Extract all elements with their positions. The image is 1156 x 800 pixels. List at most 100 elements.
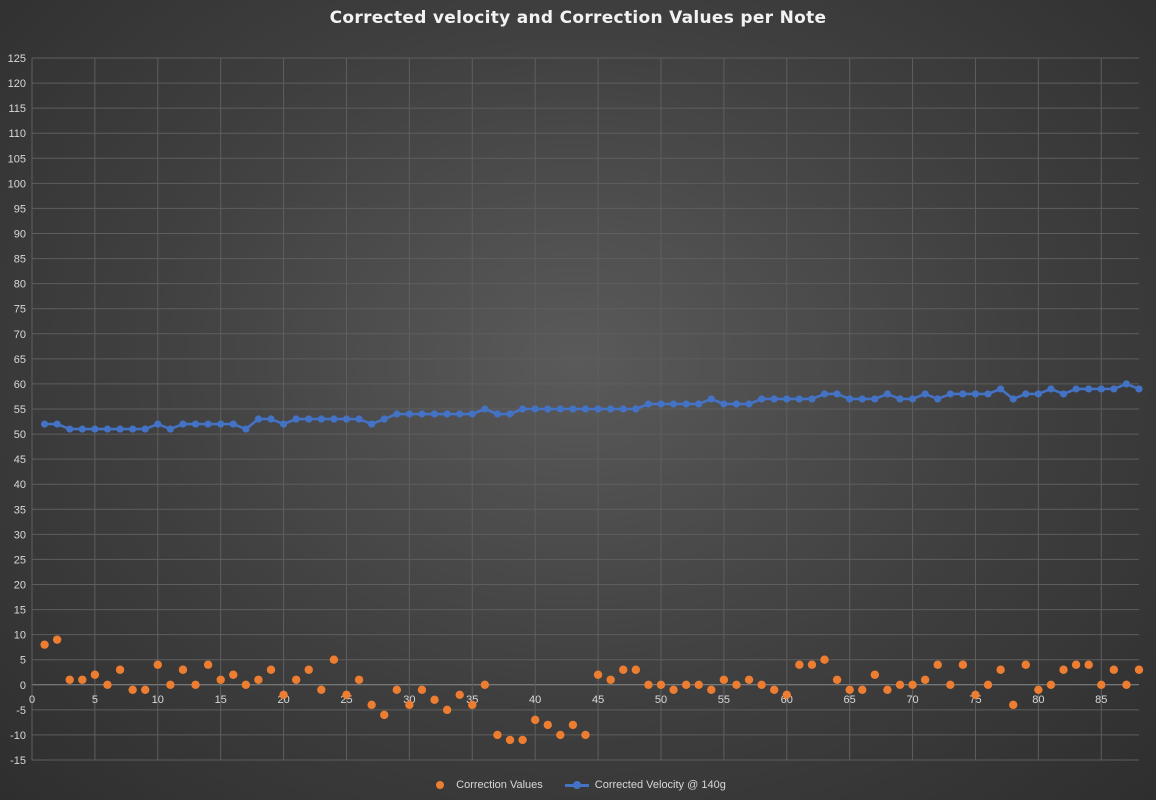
legend-marker-line-icon — [564, 781, 589, 789]
velocity-point — [430, 410, 439, 418]
velocity-point — [1085, 385, 1093, 393]
velocity-point — [493, 410, 502, 418]
velocity-point — [468, 410, 476, 418]
velocity-point — [770, 395, 778, 403]
velocity-series-line — [44, 382, 1140, 431]
velocity-point — [581, 405, 590, 413]
correction-point — [128, 685, 137, 694]
velocity-point — [191, 420, 200, 428]
y-tick-label: 80 — [14, 279, 26, 291]
velocity-point — [116, 425, 124, 433]
velocity-point — [393, 410, 401, 418]
velocity-point — [368, 420, 376, 428]
correction-point — [631, 665, 641, 674]
x-tick-label: 0 — [29, 694, 35, 706]
velocity-point — [267, 415, 275, 423]
correction-point — [304, 665, 313, 674]
series-marks — [40, 380, 1144, 745]
velocity-point — [531, 405, 539, 413]
y-tick-label: 10 — [14, 630, 26, 642]
correction-point — [895, 680, 905, 689]
correction-point — [480, 680, 490, 689]
y-tick-label: 30 — [14, 529, 26, 541]
correction-point — [191, 680, 200, 689]
correction-point — [178, 665, 188, 674]
x-tick-label: 65 — [844, 694, 856, 706]
y-tick-label: 100 — [8, 178, 26, 190]
velocity-point — [971, 390, 980, 398]
correction-point — [782, 690, 791, 700]
velocity-point — [607, 405, 615, 413]
y-tick-label: 60 — [14, 379, 26, 391]
correction-point — [996, 665, 1005, 674]
correction-point — [78, 675, 87, 684]
y-tick-label: 55 — [14, 404, 26, 416]
correction-point — [329, 655, 339, 664]
velocity-point — [78, 425, 86, 433]
y-tick-label: 70 — [14, 329, 26, 341]
velocity-point — [846, 395, 854, 403]
correction-point — [619, 665, 628, 674]
x-tick-label: 70 — [906, 694, 918, 706]
correction-point — [367, 700, 376, 710]
velocity-point — [53, 420, 61, 428]
velocity-point — [669, 400, 678, 408]
velocity-point — [632, 405, 640, 413]
correction-point — [870, 670, 880, 679]
legend-item-correction: Correction Values — [430, 779, 543, 791]
velocity-point — [959, 390, 967, 398]
y-tick-label: -15 — [10, 755, 26, 767]
correction-point — [493, 730, 502, 740]
legend-marker-dot-icon — [436, 781, 445, 789]
velocity-point — [934, 395, 942, 403]
correction-point — [694, 680, 703, 689]
correction-point — [279, 690, 288, 700]
velocity-point — [292, 415, 300, 423]
y-tick-label: 50 — [14, 429, 26, 441]
y-tick-label: 105 — [8, 153, 26, 165]
correction-point — [455, 690, 464, 700]
correction-point — [983, 680, 993, 689]
velocity-point — [720, 400, 728, 408]
correction-point — [858, 685, 867, 694]
velocity-point — [820, 390, 829, 398]
correction-point — [405, 700, 414, 710]
velocity-point — [833, 390, 841, 398]
y-tick-label: 115 — [8, 103, 26, 115]
x-tick-label: 85 — [1095, 694, 1107, 706]
y-tick-label: 40 — [14, 479, 26, 491]
correction-point — [593, 670, 603, 679]
velocity-point — [556, 405, 564, 413]
correction-point — [669, 685, 678, 694]
x-tick-label: 10 — [152, 694, 164, 706]
correction-point — [707, 685, 716, 694]
correction-point — [392, 685, 402, 694]
correction-point — [354, 675, 364, 684]
y-tick-label: 65 — [14, 354, 26, 366]
correction-point — [40, 640, 49, 649]
correction-point — [1046, 680, 1056, 689]
correction-point — [883, 685, 892, 694]
correction-point — [681, 680, 691, 689]
correction-point — [229, 670, 238, 679]
y-tick-label: 125 — [8, 53, 26, 65]
correction-point — [832, 675, 842, 684]
velocity-point — [644, 400, 652, 408]
x-tick-label: 45 — [592, 694, 604, 706]
velocity-point — [456, 410, 464, 418]
gridlines — [31, 57, 1139, 761]
velocity-point — [141, 425, 149, 433]
correction-point — [115, 665, 125, 674]
x-tick-label: 5 — [92, 694, 98, 706]
x-tick-label: 15 — [215, 694, 227, 706]
y-tick-label: 25 — [14, 554, 26, 566]
velocity-point — [154, 420, 162, 428]
correction-point — [606, 675, 615, 684]
correction-point — [468, 700, 477, 710]
correction-point — [1134, 665, 1144, 674]
legend-label-correction: Correction Values — [456, 779, 543, 791]
correction-point — [342, 690, 351, 700]
correction-point — [505, 735, 515, 745]
y-tick-label: 15 — [14, 605, 26, 617]
velocity-point — [758, 395, 766, 403]
